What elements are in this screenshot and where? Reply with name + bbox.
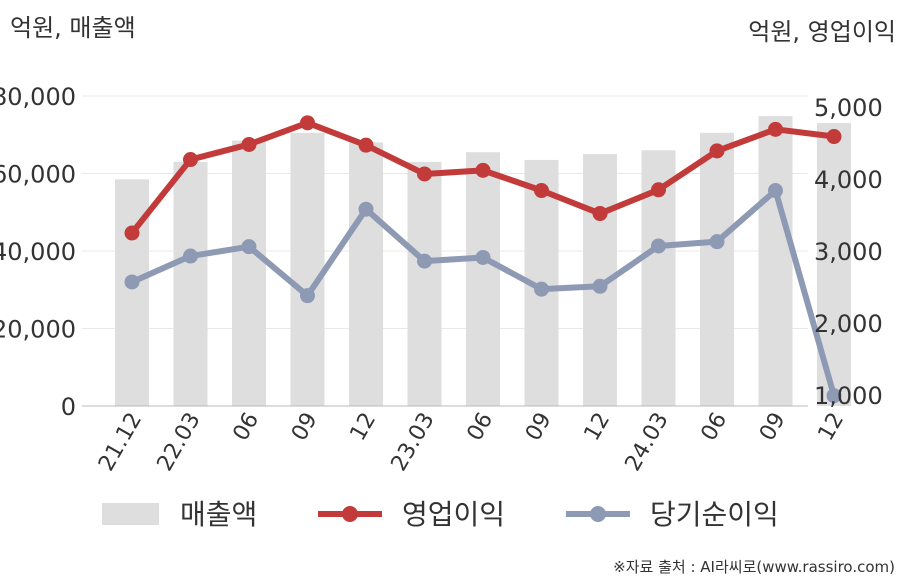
left-tick-label: 60,000: [0, 161, 76, 189]
left-axis-unit: 억원, 매출액: [10, 14, 136, 42]
x-tick-label: 06: [229, 409, 265, 446]
left-tick-label: 40,000: [0, 238, 76, 266]
operating-profit-point: [709, 143, 725, 159]
revenue-bar: [758, 116, 793, 407]
legend: 매출액 영업이익 당기순이익: [102, 498, 779, 531]
revenue-bar: [232, 140, 266, 406]
x-tick-label: 12: [580, 409, 616, 446]
revenue-bar: [407, 161, 442, 406]
x-tick-label: 24.03: [621, 409, 674, 476]
net-income-point: [300, 288, 315, 304]
net-income-point: [417, 253, 432, 269]
revenue-bar: [173, 161, 208, 406]
revenue-bar: [466, 152, 500, 406]
net-income-point: [475, 249, 491, 265]
x-tick-label: 09: [755, 409, 791, 446]
operating-profit-point: [358, 137, 374, 153]
operating-profit-point: [534, 183, 549, 199]
left-tick-label: 0: [61, 393, 76, 421]
revenue-bar: [700, 132, 734, 406]
x-tick-label: 21.12: [94, 409, 147, 476]
operating-profit-point: [475, 162, 491, 178]
x-tick-label: 12: [814, 409, 850, 446]
x-tick-label: 09: [287, 409, 323, 446]
x-tick-label: 09: [521, 409, 557, 446]
right-tick-label: 4,000: [814, 166, 883, 194]
right-tick-label: 1,000: [814, 382, 883, 410]
operating-profit-point: [300, 115, 315, 131]
x-tick-label: 22.03: [153, 409, 206, 476]
net-income-point: [183, 248, 198, 264]
revenue-bars: [115, 116, 851, 407]
operating-profit-point: [124, 225, 140, 241]
right-tick-label: 3,000: [814, 238, 883, 266]
operating-profit-point: [768, 121, 783, 137]
operating-profit-point: [826, 129, 842, 145]
x-axis-ticks: 21.12 22.03 06 09 12 23.03 06 09 12 24.03 06 09 12: [94, 409, 849, 476]
right-tick-label: 5,000: [814, 94, 883, 122]
net-income-point: [651, 238, 666, 254]
legend-swatch-revenue: [102, 503, 159, 525]
operating-profit-point: [241, 136, 257, 152]
revenue-bar: [290, 132, 325, 406]
net-income-point: [592, 278, 608, 294]
legend-marker-net-income: [590, 506, 606, 522]
source-credit: ※자료 출처 : AI라씨로(www.rassiro.com): [613, 558, 895, 576]
x-tick-label: 06: [697, 409, 733, 446]
operating-profit-point: [183, 152, 198, 168]
right-tick-label: 2,000: [814, 310, 883, 338]
x-tick-label: 06: [463, 409, 499, 446]
net-income-point: [826, 388, 842, 404]
left-tick-label: 80,000: [0, 83, 76, 111]
left-axis-ticks: 0 20,000 40,000 60,000 80,000: [0, 83, 76, 421]
net-income-point: [534, 281, 549, 297]
x-tick-label: 23.03: [387, 409, 440, 476]
right-axis-ticks: 1,000 2,000 3,000 4,000 5,000: [814, 94, 883, 410]
left-tick-label: 20,000: [0, 316, 76, 344]
legend-label-net-income: 당기순이익: [650, 498, 779, 531]
net-income-point: [358, 201, 374, 217]
legend-marker-operating-profit: [342, 506, 358, 522]
right-axis-unit: 억원, 영업이익: [748, 18, 896, 46]
operating-profit-point: [592, 206, 608, 222]
net-income-point: [768, 183, 783, 199]
revenue-bar: [349, 142, 383, 406]
net-income-point: [709, 234, 725, 250]
legend-label-revenue: 매출액: [180, 498, 257, 531]
net-income-point: [124, 274, 140, 290]
operating-profit-point: [417, 166, 432, 182]
operating-profit-point: [651, 182, 666, 198]
x-tick-label: 12: [346, 409, 382, 446]
net-income-point: [241, 239, 257, 255]
legend-label-operating-profit: 영업이익: [402, 498, 505, 531]
line-series: [124, 115, 842, 404]
